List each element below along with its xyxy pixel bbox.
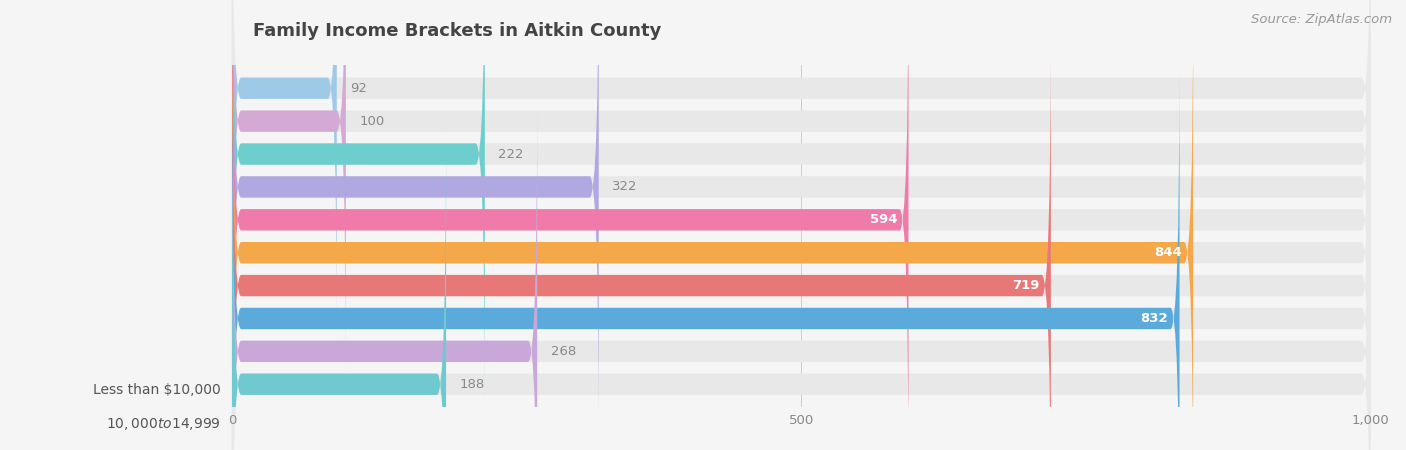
FancyBboxPatch shape <box>232 0 1371 341</box>
FancyBboxPatch shape <box>232 0 1371 450</box>
FancyBboxPatch shape <box>232 0 1371 406</box>
Text: 92: 92 <box>350 82 367 95</box>
FancyBboxPatch shape <box>232 0 1371 450</box>
FancyBboxPatch shape <box>232 132 1371 450</box>
Text: 844: 844 <box>1154 246 1182 259</box>
FancyBboxPatch shape <box>232 33 1050 450</box>
Text: Family Income Brackets in Aitkin County: Family Income Brackets in Aitkin County <box>253 22 661 40</box>
FancyBboxPatch shape <box>232 99 537 450</box>
Text: 188: 188 <box>460 378 485 391</box>
Text: 322: 322 <box>613 180 638 194</box>
Text: Source: ZipAtlas.com: Source: ZipAtlas.com <box>1251 14 1392 27</box>
Text: 268: 268 <box>551 345 576 358</box>
Text: 832: 832 <box>1140 312 1168 325</box>
Text: 594: 594 <box>869 213 897 226</box>
FancyBboxPatch shape <box>232 0 1371 374</box>
FancyBboxPatch shape <box>232 132 446 450</box>
Text: 222: 222 <box>499 148 524 161</box>
FancyBboxPatch shape <box>232 0 1371 439</box>
FancyBboxPatch shape <box>232 0 599 439</box>
Text: 100: 100 <box>360 115 385 128</box>
FancyBboxPatch shape <box>232 33 1371 450</box>
FancyBboxPatch shape <box>232 66 1371 450</box>
FancyBboxPatch shape <box>232 66 1180 450</box>
FancyBboxPatch shape <box>232 0 908 450</box>
Text: $10,000 to $14,999: $10,000 to $14,999 <box>105 416 221 432</box>
FancyBboxPatch shape <box>232 0 337 341</box>
FancyBboxPatch shape <box>232 99 1371 450</box>
Text: 719: 719 <box>1012 279 1039 292</box>
Text: Less than $10,000: Less than $10,000 <box>93 383 221 397</box>
FancyBboxPatch shape <box>232 0 346 374</box>
FancyBboxPatch shape <box>232 0 485 406</box>
FancyBboxPatch shape <box>232 0 1194 450</box>
